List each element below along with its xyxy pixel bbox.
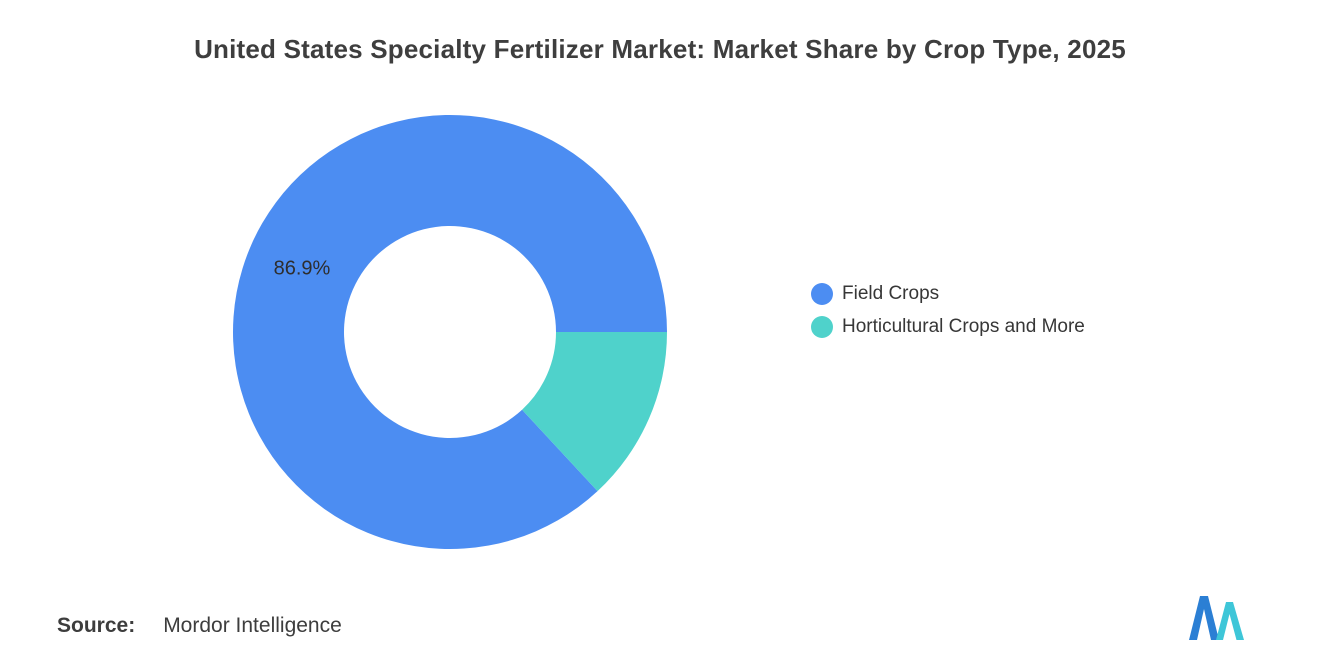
slice-data-label: 86.9% [274, 257, 331, 279]
legend-label-horticultural-crops: Horticultural Crops and More [842, 316, 1085, 337]
source-prefix: Source: [57, 614, 136, 637]
slice-horticultural-crops-and-more[interactable] [522, 332, 667, 492]
slice-field-crops[interactable] [232, 115, 667, 550]
logo-left-peak-icon [1189, 596, 1219, 640]
legend-swatch-horticultural-crops [811, 316, 833, 338]
source-text: Mordor Intelligence [163, 614, 342, 637]
source-line: Source: Mordor Intelligence [57, 614, 342, 638]
legend: Field Crops Horticultural Crops and More [811, 283, 1085, 349]
legend-label-field-crops: Field Crops [842, 283, 940, 304]
legend-item-horticultural-crops[interactable]: Horticultural Crops and More [811, 316, 1085, 338]
mordor-intelligence-logo [1189, 596, 1244, 640]
logo-right-peak-icon [1216, 602, 1244, 640]
legend-swatch-field-crops [811, 283, 833, 305]
chart-title: United States Specialty Fertilizer Marke… [194, 34, 1126, 64]
legend-item-field-crops[interactable]: Field Crops [811, 283, 1085, 305]
